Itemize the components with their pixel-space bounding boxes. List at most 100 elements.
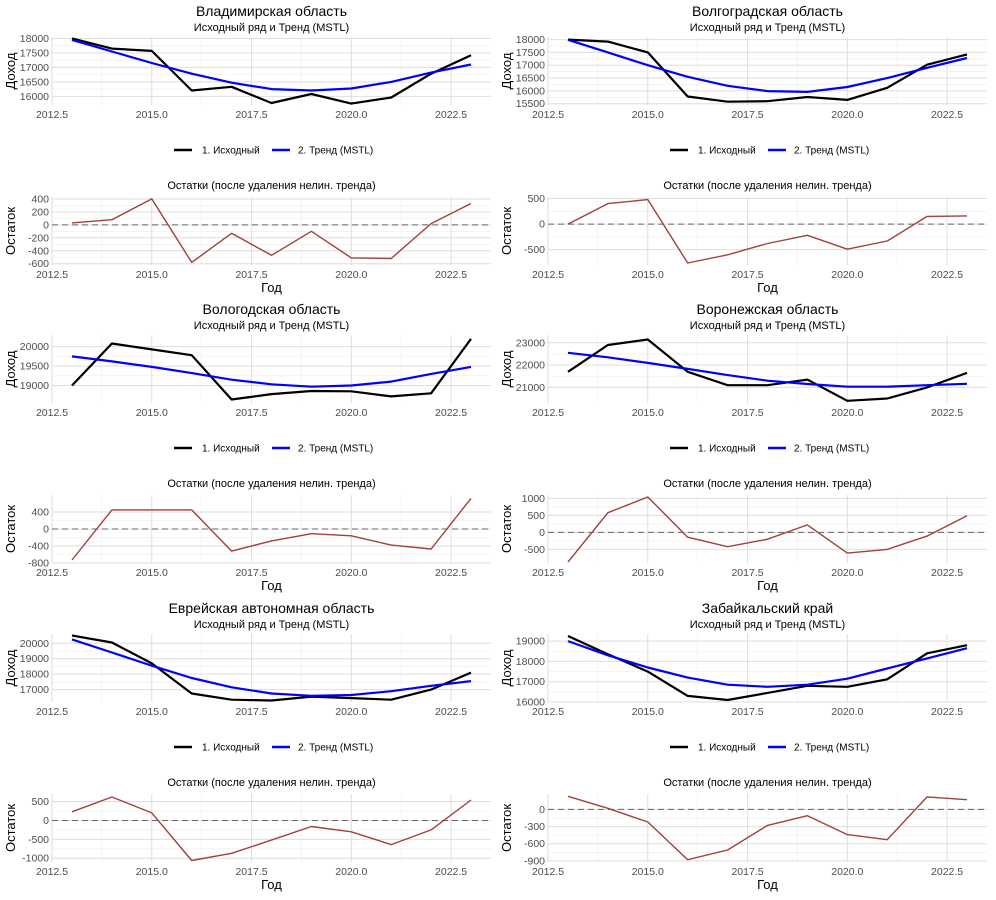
- residual-title: Остатки (после удаления нелин. тренда): [663, 478, 871, 490]
- original-series-line: [71, 37, 472, 105]
- legend: 1. Исходный 2. Тренд (MSTL): [670, 444, 869, 455]
- x-tick-label: 2017.5: [235, 706, 267, 718]
- x-tick-label: 2015.0: [632, 269, 664, 281]
- y-axis-label: Доход: [3, 350, 18, 387]
- y-axis-label: Доход: [3, 52, 18, 89]
- x-axis-label: Год: [757, 877, 778, 892]
- y-axis-label: Остаток: [499, 207, 514, 255]
- x-tick-label: 2015.0: [632, 866, 664, 878]
- y-tick-label: 16500: [516, 73, 545, 85]
- y-tick-label: 19000: [20, 653, 49, 665]
- residual-axes: -500 0 500 1000 2012.5 2015.0 2017.5 2020.0 2022…: [499, 493, 987, 579]
- legend-label-original: 1. Исходный: [202, 743, 260, 754]
- residual-title: Остатки (после удаления нелин. тренда): [663, 777, 871, 789]
- x-tick-label: 2020.0: [335, 407, 367, 419]
- x-tick-label: 2020.0: [831, 866, 863, 878]
- residual-title: Остатки (после удаления нелин. тренда): [167, 180, 375, 192]
- original-series-line: [567, 338, 968, 402]
- main-axes: 19000 19500 20000 2012.5 2015.0 2017.5 2020.0 2…: [3, 335, 491, 419]
- x-tick-label: 2020.0: [335, 269, 367, 281]
- y-tick-label: -400: [28, 541, 49, 553]
- x-tick-label: 2012.5: [36, 407, 68, 419]
- x-tick-label: 2012.5: [36, 269, 68, 281]
- x-tick-label: 2020.0: [335, 567, 367, 579]
- original-series-line: [71, 634, 472, 702]
- y-tick-label: -800: [28, 558, 49, 570]
- x-tick-label: 2017.5: [731, 567, 763, 579]
- x-tick-label: 2020.0: [831, 109, 863, 121]
- y-tick-label: 16500: [20, 76, 49, 88]
- y-tick-label: 17000: [516, 60, 545, 72]
- y-tick-label: 17000: [516, 676, 545, 688]
- trend-series-line: [71, 638, 472, 697]
- y-tick-label: 200: [31, 206, 49, 218]
- x-tick-label: 2022.5: [931, 706, 963, 718]
- y-tick-label: 1000: [522, 493, 546, 505]
- panel-title: Волгоградская область: [692, 3, 843, 19]
- y-axis-label: Остаток: [499, 505, 514, 553]
- y-tick-label: 21000: [516, 382, 545, 394]
- y-tick-label: -900: [524, 855, 545, 867]
- y-tick-label: 16000: [20, 91, 49, 103]
- legend: 1. Исходный 2. Тренд (MSTL): [670, 146, 869, 157]
- y-tick-label: 16000: [516, 85, 545, 97]
- panel-title: Владимирская область: [196, 3, 347, 19]
- y-tick-label: 19000: [516, 636, 545, 648]
- y-tick-label: 17500: [20, 47, 49, 59]
- x-tick-label: 2015.0: [136, 567, 168, 579]
- x-tick-label: 2020.0: [831, 706, 863, 718]
- y-tick-label: 19500: [20, 361, 49, 373]
- main-subtitle: Исходный ряд и Тренд (MSTL): [194, 22, 349, 34]
- legend-label-original: 1. Исходный: [698, 743, 756, 754]
- x-tick-label: 2012.5: [36, 866, 68, 878]
- x-tick-label: 2017.5: [235, 407, 267, 419]
- y-tick-label: 18000: [20, 33, 49, 45]
- main-subtitle: Исходный ряд и Тренд (MSTL): [690, 22, 845, 34]
- x-tick-label: 2017.5: [731, 866, 763, 878]
- y-axis-label: Остаток: [3, 804, 18, 852]
- legend: 1. Исходный 2. Тренд (MSTL): [174, 444, 373, 455]
- y-axis-label: Остаток: [499, 804, 514, 852]
- y-tick-label: 18000: [516, 34, 545, 46]
- y-axis-label: Доход: [499, 350, 514, 387]
- x-tick-label: 2022.5: [435, 269, 467, 281]
- trend-series-line: [567, 38, 968, 93]
- residual-title: Остатки (после удаления нелин. тренда): [663, 180, 871, 192]
- y-tick-label: -300: [524, 821, 545, 833]
- x-tick-label: 2017.5: [235, 269, 267, 281]
- x-tick-label: 2017.5: [731, 109, 763, 121]
- x-tick-label: 2012.5: [532, 269, 564, 281]
- y-tick-label: 17500: [516, 47, 545, 59]
- main-axes: 17000 18000 19000 20000 2012.5 2015.0 2017.5 20…: [3, 634, 491, 718]
- x-tick-label: 2012.5: [532, 706, 564, 718]
- residual-series-line: [567, 795, 968, 861]
- region-panel-4: Еврейская автономная область Исходный ряд…: [3, 600, 491, 892]
- x-tick-label: 2017.5: [235, 567, 267, 579]
- legend: 1. Исходный 2. Тренд (MSTL): [174, 743, 373, 754]
- region-panel-1: Волгоградская область Исходный ряд и Трен…: [499, 3, 987, 295]
- residual-series-line: [567, 496, 968, 563]
- original-series-line: [71, 338, 472, 401]
- trend-series-line: [71, 355, 472, 388]
- residual-series-line: [567, 198, 968, 264]
- x-tick-label: 2022.5: [435, 866, 467, 878]
- x-tick-label: 2022.5: [435, 706, 467, 718]
- x-axis-label: Год: [261, 280, 282, 295]
- y-tick-label: -200: [28, 232, 49, 244]
- legend-label-trend: 2. Тренд (MSTL): [298, 146, 373, 157]
- x-tick-label: 2020.0: [335, 706, 367, 718]
- x-tick-label: 2015.0: [136, 109, 168, 121]
- legend-label-original: 1. Исходный: [202, 146, 260, 157]
- y-axis-label: Остаток: [3, 207, 18, 255]
- x-tick-label: 2020.0: [335, 109, 367, 121]
- y-tick-label: 20000: [20, 638, 49, 650]
- x-tick-label: 2022.5: [931, 866, 963, 878]
- x-axis-label: Год: [757, 578, 778, 593]
- x-tick-label: 2015.0: [632, 407, 664, 419]
- residual-series-line: [71, 198, 472, 264]
- main-axes: 16000 17000 18000 19000 2012.5 2015.0 2017.5 20…: [499, 634, 987, 718]
- y-tick-label: -500: [28, 834, 49, 846]
- y-tick-label: 16000: [516, 697, 545, 709]
